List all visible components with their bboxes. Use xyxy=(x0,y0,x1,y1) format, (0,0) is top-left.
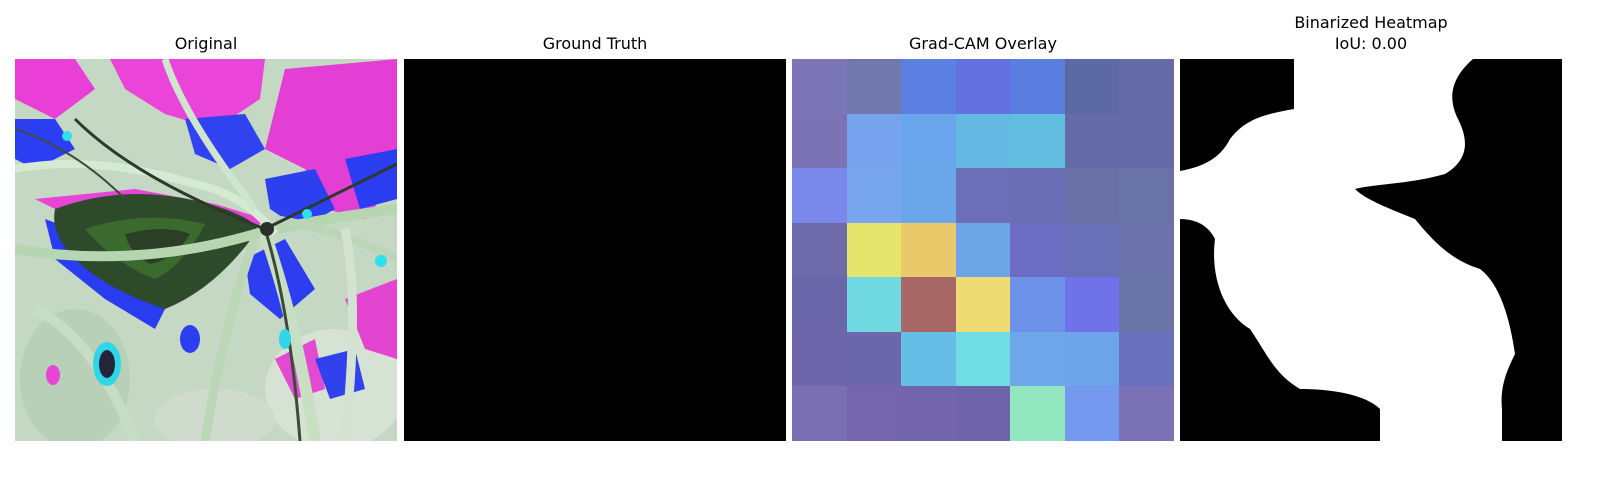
gradcam-cell xyxy=(1010,113,1066,169)
gradcam-cell xyxy=(1010,331,1066,387)
gradcam-cell xyxy=(1010,59,1066,115)
gradcam-cell xyxy=(846,277,902,333)
gradcam-cell xyxy=(1064,168,1120,224)
gradcam-cell xyxy=(1064,59,1120,115)
gradcam-cell xyxy=(955,331,1011,387)
gradcam-cell xyxy=(792,168,848,224)
gradcam-cell xyxy=(1064,277,1120,333)
gradcam-cell xyxy=(846,113,902,169)
gradcam-cell xyxy=(901,386,957,441)
gradcam-cell xyxy=(1010,386,1066,441)
gradcam-cell xyxy=(846,59,902,115)
subtitle-iou: IoU: 0.00 xyxy=(1334,34,1408,53)
gradcam-cell xyxy=(1064,113,1120,169)
gradcam-cell xyxy=(1119,277,1174,333)
gradcam-cell xyxy=(955,168,1011,224)
gradcam-cell xyxy=(792,113,848,169)
gradcam-cell xyxy=(792,331,848,387)
gradcam-cell xyxy=(846,168,902,224)
gradcam-cell xyxy=(1064,331,1120,387)
gradcam-cell xyxy=(901,277,957,333)
gradcam-cell xyxy=(1119,168,1174,224)
gradcam-cell xyxy=(955,222,1011,278)
gradcam-cell xyxy=(955,113,1011,169)
gradcam-cell xyxy=(901,331,957,387)
original-image xyxy=(15,59,397,441)
gradcam-cell xyxy=(1010,277,1066,333)
gradcam-cell xyxy=(792,59,848,115)
gradcam-cell xyxy=(901,113,957,169)
ground-truth-mask xyxy=(404,59,786,441)
gradcam-cell xyxy=(846,331,902,387)
gradcam-cell xyxy=(846,386,902,441)
title-binarized-heatmap: Binarized Heatmap xyxy=(1294,13,1448,32)
title-ground-truth: Ground Truth xyxy=(542,34,648,53)
gradcam-cell xyxy=(901,59,957,115)
gradcam-cell xyxy=(1010,222,1066,278)
gradcam-cell xyxy=(792,386,848,441)
gradcam-cell xyxy=(955,386,1011,441)
gradcam-grid xyxy=(792,59,1174,441)
gradcam-cell xyxy=(1119,113,1174,169)
gradcam-cell xyxy=(792,277,848,333)
gradcam-cell xyxy=(1119,222,1174,278)
gradcam-cell xyxy=(1010,168,1066,224)
gradcam-cell xyxy=(792,222,848,278)
gradcam-cell xyxy=(846,222,902,278)
gradcam-cell xyxy=(1064,386,1120,441)
gradcam-cell xyxy=(901,168,957,224)
gradcam-overlay xyxy=(792,59,1174,441)
gradcam-cell xyxy=(955,59,1011,115)
gradcam-cell xyxy=(955,277,1011,333)
binarized-heatmap xyxy=(1180,59,1562,441)
gradcam-cell xyxy=(901,222,957,278)
gradcam-cell xyxy=(1064,222,1120,278)
gradcam-cell xyxy=(1119,59,1174,115)
title-original: Original xyxy=(174,34,238,53)
gradcam-cell xyxy=(1119,331,1174,387)
title-gradcam-overlay: Grad-CAM Overlay xyxy=(909,34,1057,53)
gradcam-cell xyxy=(1119,386,1174,441)
